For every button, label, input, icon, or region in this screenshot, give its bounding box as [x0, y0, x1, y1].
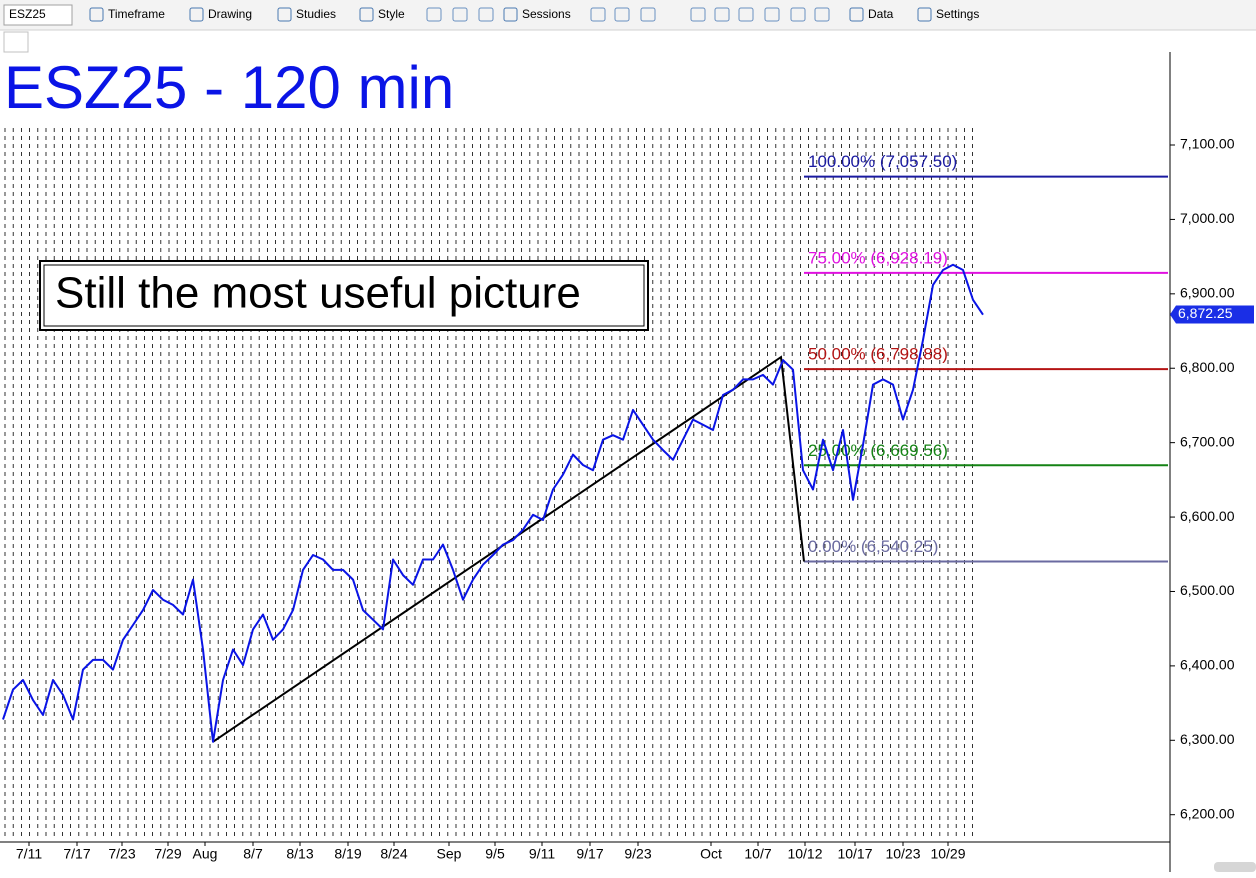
- small-dropdown[interactable]: [3, 31, 29, 53]
- x-tick-label: 10/17: [837, 846, 872, 862]
- toolbar-icon[interactable]: [89, 7, 104, 22]
- toolbar-icon[interactable]: [814, 7, 830, 22]
- last-price-label: 6,872.25: [1178, 305, 1233, 321]
- toolbar-icon[interactable]: [790, 7, 806, 22]
- x-tick-label: 7/23: [108, 846, 135, 862]
- toolbar-icon[interactable]: [277, 7, 292, 22]
- x-tick-label: Aug: [193, 846, 218, 862]
- y-tick-label: 6,200.00: [1180, 805, 1235, 821]
- price-line: [2, 263, 984, 743]
- y-tick-label: 6,500.00: [1180, 582, 1235, 598]
- last-price-tag: [1170, 305, 1254, 324]
- y-tick-label: 6,300.00: [1180, 731, 1235, 747]
- x-tick-label: 10/29: [930, 846, 965, 862]
- y-tick-label: 6,400.00: [1180, 657, 1235, 673]
- toolbar-icon[interactable]: [478, 7, 494, 22]
- y-tick-label: 7,100.00: [1180, 136, 1235, 152]
- plot-area: [4, 128, 973, 840]
- toolbar-icon[interactable]: [189, 7, 204, 22]
- toolbar-icon[interactable]: [614, 7, 630, 22]
- x-tick-label: 8/19: [334, 846, 361, 862]
- toolbar-item[interactable]: Timeframe: [108, 7, 165, 21]
- fib-label: 0.00% (6,540.25): [808, 537, 938, 556]
- x-tick-label: 8/24: [380, 846, 407, 862]
- x-tick-label: 10/12: [787, 846, 822, 862]
- toolbar-icon[interactable]: [738, 7, 754, 22]
- toolbar-icon[interactable]: [764, 7, 780, 22]
- x-tick-label: 9/23: [624, 846, 651, 862]
- x-tick-label: 10/7: [744, 846, 771, 862]
- toolbar-item[interactable]: Settings: [936, 7, 979, 21]
- x-tick-label: Sep: [437, 846, 462, 862]
- toolbar-icon[interactable]: [640, 7, 656, 22]
- symbol-box[interactable]: [3, 4, 73, 26]
- toolbar-icon[interactable]: [503, 7, 518, 22]
- y-tick-label: 6,900.00: [1180, 285, 1235, 301]
- x-tick-label: 10/23: [885, 846, 920, 862]
- toolbar-item[interactable]: Drawing: [208, 7, 252, 21]
- annotation-box: [39, 260, 649, 331]
- x-tick-label: 8/7: [243, 846, 263, 862]
- y-tick-label: 6,600.00: [1180, 508, 1235, 524]
- fib-label: 25.00% (6,669.56): [808, 441, 948, 460]
- x-tick-label: 9/17: [576, 846, 603, 862]
- x-tick-label: Oct: [700, 846, 722, 862]
- toolbar-icon[interactable]: [426, 7, 442, 22]
- toolbar-icon[interactable]: [917, 7, 932, 22]
- toolbar-icon[interactable]: [714, 7, 730, 22]
- x-tick-label: 7/11: [16, 846, 42, 862]
- y-tick-label: 7,000.00: [1180, 210, 1235, 226]
- annotation: Still the most useful picture: [55, 269, 581, 318]
- fib-label: 100.00% (7,057.50): [808, 152, 957, 171]
- toolbar-icon[interactable]: [452, 7, 468, 22]
- trendline: [212, 355, 805, 743]
- toolbar-icon[interactable]: [590, 7, 606, 22]
- toolbar: [0, 0, 1256, 30]
- toolbar-icon[interactable]: [849, 7, 864, 22]
- toolbar-item[interactable]: Sessions: [522, 7, 571, 21]
- y-tick-label: 6,800.00: [1180, 359, 1235, 375]
- annotation-inner-border: [43, 264, 645, 327]
- scrollbar[interactable]: [1214, 862, 1256, 872]
- toolbar-item[interactable]: Style: [378, 7, 405, 21]
- x-tick-label: 7/29: [154, 846, 181, 862]
- toolbar-icon[interactable]: [359, 7, 374, 22]
- toolbar-item[interactable]: Studies: [296, 7, 336, 21]
- toolbar-item[interactable]: Data: [868, 7, 894, 21]
- y-tick-label: 6,700.00: [1180, 433, 1235, 449]
- x-tick-label: 9/5: [485, 846, 505, 862]
- toolbar-icon[interactable]: [690, 7, 706, 22]
- symbol[interactable]: ESZ25: [9, 7, 46, 21]
- x-tick-label: 7/17: [63, 846, 90, 862]
- x-tick-label: 8/13: [286, 846, 313, 862]
- chart-title: ESZ25 - 120 min: [4, 54, 454, 121]
- x-tick-label: 9/11: [529, 846, 555, 862]
- fib-label: 75.00% (6,928.19): [808, 248, 948, 267]
- fib-label: 50.00% (6,798.88): [808, 345, 948, 364]
